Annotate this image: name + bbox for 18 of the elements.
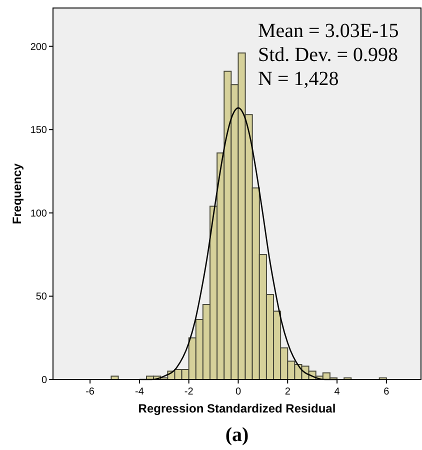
x-tick-label: 6 [384, 386, 390, 398]
y-tick-label: 100 [30, 208, 48, 220]
y-tick-label: 200 [30, 42, 48, 53]
y-tick-label: 50 [36, 292, 48, 303]
x-tick-label: -6 [86, 386, 95, 398]
x-tick-label: 0 [235, 386, 242, 398]
text: (a) [225, 424, 249, 446]
annotation: Mean = 3.03E-15 [258, 20, 399, 42]
y-tick-label: 0 [41, 375, 48, 386]
annotation: Std. Dev. = 0.998 [258, 44, 398, 66]
y-axis-title: Frequency [10, 163, 24, 224]
annotation: N = 1,428 [258, 68, 339, 90]
y-tick-label: 150 [30, 125, 48, 136]
x-axis-title: Regression Standardized Residual [138, 402, 336, 416]
x-tick-label: 2 [284, 386, 291, 398]
x-tick-label: -2 [184, 386, 194, 398]
x-tick-label: -4 [134, 386, 144, 398]
x-tick-label: 4 [334, 386, 340, 398]
